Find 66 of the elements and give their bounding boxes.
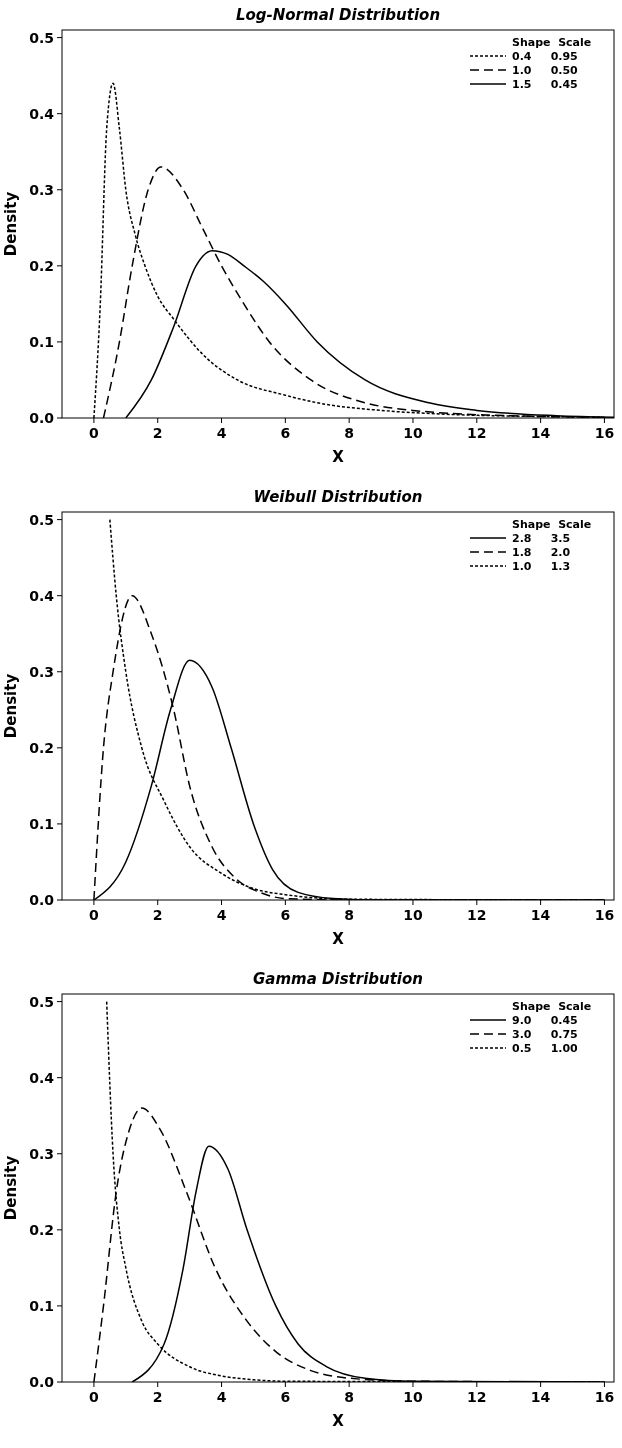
- y-tick-label: 0.5: [29, 511, 54, 528]
- x-tick-label: 2: [152, 907, 163, 923]
- x-tick-label: 14: [530, 907, 551, 923]
- x-tick-label: 8: [344, 907, 355, 923]
- x-tick-label: 0: [89, 425, 100, 441]
- x-tick-label: 12: [467, 1389, 487, 1405]
- x-tick-label: 14: [530, 425, 551, 441]
- x-axis-title: X: [332, 448, 345, 466]
- y-tick-label: 0.3: [29, 181, 54, 198]
- y-tick-label: 0.3: [29, 1145, 54, 1162]
- chart-title: Gamma Distribution: [253, 970, 423, 988]
- x-tick-label: 0: [89, 1389, 100, 1405]
- legend-label: 1.0 1.3: [512, 560, 571, 573]
- chart-title: Weibull Distribution: [253, 488, 423, 506]
- x-tick-label: 2: [152, 425, 163, 441]
- y-tick-label: 0.3: [29, 663, 54, 680]
- y-tick-label: 0.0: [29, 1374, 55, 1390]
- y-tick-label: 0.0: [29, 892, 55, 908]
- y-tick-label: 0.1: [29, 333, 54, 350]
- legend-label: 9.0 0.45: [512, 1014, 578, 1027]
- y-tick-label: 0.4: [29, 1069, 55, 1086]
- legend-title: Shape Scale: [512, 36, 592, 49]
- x-tick-label: 4: [216, 1389, 227, 1405]
- x-tick-label: 4: [216, 907, 227, 923]
- y-tick-label: 0.4: [29, 105, 55, 122]
- x-tick-label: 8: [344, 1389, 355, 1405]
- y-tick-label: 0.2: [29, 1221, 54, 1238]
- y-axis-title: Density: [2, 191, 20, 257]
- x-tick-label: 16: [594, 1389, 615, 1405]
- x-tick-label: 8: [344, 425, 355, 441]
- x-tick-label: 10: [403, 425, 423, 441]
- legend-label: 0.4 0.95: [512, 50, 578, 63]
- y-tick-label: 0.1: [29, 1297, 54, 1314]
- y-tick-label: 0.4: [29, 587, 55, 604]
- y-tick-label: 0.0: [29, 410, 55, 426]
- x-tick-label: 4: [216, 425, 227, 441]
- y-tick-label: 0.5: [29, 993, 54, 1010]
- x-tick-label: 6: [280, 425, 291, 441]
- legend-label: 3.0 0.75: [512, 1028, 578, 1041]
- x-tick-label: 2: [152, 1389, 163, 1405]
- x-tick-label: 12: [467, 907, 487, 923]
- y-tick-label: 0.1: [29, 815, 54, 832]
- chart-title: Log-Normal Distribution: [235, 6, 441, 24]
- x-tick-label: 6: [280, 1389, 291, 1405]
- x-axis-title: X: [332, 930, 345, 948]
- legend-label: 0.5 1.00: [512, 1042, 579, 1055]
- legend-label: 2.8 3.5: [512, 532, 571, 545]
- y-axis-title: Density: [2, 673, 20, 739]
- y-tick-label: 0.5: [29, 29, 54, 46]
- x-tick-label: 14: [530, 1389, 551, 1405]
- x-tick-label: 16: [594, 907, 615, 923]
- x-tick-label: 10: [403, 1389, 423, 1405]
- x-tick-label: 12: [467, 425, 487, 441]
- x-tick-label: 0: [89, 907, 100, 923]
- y-tick-label: 0.2: [29, 257, 54, 274]
- legend-title: Shape Scale: [512, 1000, 592, 1013]
- legend-title: Shape Scale: [512, 518, 592, 531]
- x-tick-label: 6: [280, 907, 291, 923]
- y-axis-title: Density: [2, 1155, 20, 1221]
- legend-label: 1.0 0.50: [512, 64, 579, 77]
- legend-label: 1.5 0.45: [512, 78, 578, 91]
- x-tick-label: 16: [594, 425, 615, 441]
- x-tick-label: 10: [403, 907, 423, 923]
- x-axis-title: X: [332, 1412, 345, 1430]
- legend-label: 1.8 2.0: [512, 546, 571, 559]
- y-tick-label: 0.2: [29, 739, 54, 756]
